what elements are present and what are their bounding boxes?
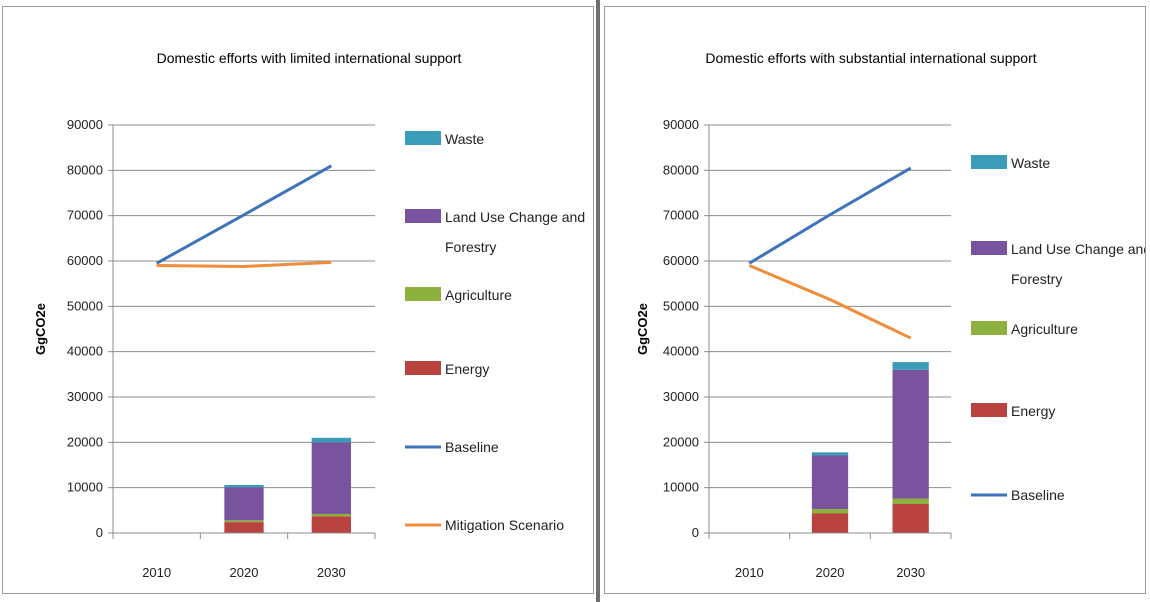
legend-label: Baseline	[1011, 487, 1065, 503]
legend-label: Agriculture	[1011, 321, 1078, 337]
legend-swatch	[405, 361, 441, 375]
y-tick-label: 10000	[67, 480, 103, 495]
y-tick-label: 40000	[663, 344, 699, 359]
bar-segment-agriculture	[892, 498, 929, 504]
bar-segment-energy	[811, 513, 849, 533]
panel-divider	[596, 0, 600, 602]
y-tick-label: 60000	[67, 253, 103, 268]
legend-swatch	[971, 241, 1007, 255]
bar-segment-waste	[224, 484, 264, 488]
y-tick-label: 10000	[663, 480, 699, 495]
y-tick-label: 40000	[67, 344, 103, 359]
legend-label: Land Use Change and Forestry	[445, 209, 585, 255]
bar-segment-energy	[892, 503, 929, 533]
legend-swatch	[971, 155, 1007, 169]
legend-label: Baseline	[445, 439, 499, 455]
y-tick-label: 50000	[663, 298, 699, 313]
legend-swatch	[405, 209, 441, 223]
x-tick-label: 2020	[230, 565, 259, 580]
y-tick-label: 30000	[663, 389, 699, 404]
y-tick-label: 70000	[67, 208, 103, 223]
y-tick-label: 0	[96, 525, 103, 540]
legend-label: Waste	[1011, 155, 1050, 171]
y-tick-label: 70000	[663, 208, 699, 223]
bar-segment-agriculture	[811, 508, 849, 514]
line-baseline	[748, 166, 912, 265]
y-tick-label: 90000	[67, 117, 103, 132]
bar-segment-land-use-change-and-forestry	[311, 442, 351, 514]
line-baseline	[155, 164, 333, 265]
bar-segment-land-use-change-and-forestry	[892, 369, 929, 499]
chart-panel-left: Domestic efforts with limited internatio…	[2, 6, 594, 594]
legend-swatch	[971, 403, 1007, 417]
y-tick-label: 20000	[67, 434, 103, 449]
y-axis-label: GgCO2e	[635, 303, 650, 355]
x-tick-label: 2020	[816, 565, 845, 580]
y-tick-label: 20000	[663, 434, 699, 449]
x-tick-label: 2010	[735, 565, 764, 580]
line-mitigation-scenario	[156, 260, 332, 268]
legend-swatch	[405, 131, 441, 145]
y-axis-label: GgCO2e	[33, 303, 48, 355]
line-mitigation-scenario	[748, 264, 912, 340]
y-tick-label: 90000	[663, 117, 699, 132]
bar-segment-waste	[311, 437, 351, 443]
chart-panel-right: Domestic efforts with substantial intern…	[604, 6, 1146, 594]
legend-label: Land Use Change and Forestry	[1011, 241, 1145, 287]
bar-segment-agriculture	[224, 520, 264, 523]
bar-segment-waste	[892, 362, 929, 370]
y-tick-label: 50000	[67, 298, 103, 313]
legend-swatch	[405, 287, 441, 301]
x-tick-label: 2030	[896, 565, 925, 580]
legend-swatch	[971, 321, 1007, 335]
y-tick-label: 80000	[67, 162, 103, 177]
y-tick-label: 30000	[67, 389, 103, 404]
y-tick-label: 60000	[663, 253, 699, 268]
y-tick-label: 80000	[663, 162, 699, 177]
legend-label: Energy	[1011, 403, 1055, 419]
chart-title: Domestic efforts with limited internatio…	[157, 50, 462, 66]
legend-label: Agriculture	[445, 287, 512, 303]
bar-segment-energy	[311, 516, 351, 533]
chart-right: Domestic efforts with substantial intern…	[635, 50, 1145, 580]
legend-label: Waste	[445, 131, 484, 147]
bar-segment-land-use-change-and-forestry	[811, 455, 849, 509]
x-tick-label: 2030	[317, 565, 346, 580]
chart-title: Domestic efforts with substantial intern…	[705, 50, 1036, 66]
x-tick-label: 2010	[142, 565, 171, 580]
bar-segment-agriculture	[311, 513, 351, 517]
bar-segment-land-use-change-and-forestry	[224, 487, 264, 521]
bar-segment-energy	[224, 522, 264, 533]
y-tick-label: 0	[692, 525, 699, 540]
chart-left: Domestic efforts with limited internatio…	[33, 50, 585, 580]
legend-label: Energy	[445, 361, 489, 377]
bar-segment-waste	[811, 452, 849, 456]
legend-label: Mitigation Scenario	[445, 517, 564, 533]
